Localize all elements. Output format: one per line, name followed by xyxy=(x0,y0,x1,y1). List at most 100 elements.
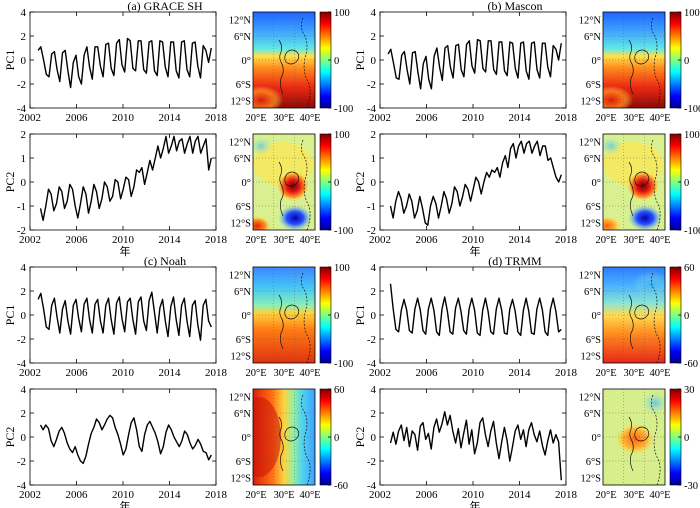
colorbar-tick-label: 0 xyxy=(684,178,689,189)
x-tick-label: 2014 xyxy=(159,367,182,379)
lat-label: 0° xyxy=(592,433,601,444)
x-tick-label: 2006 xyxy=(66,234,89,246)
x-axis-label: 年 xyxy=(470,499,481,508)
lat-label: 6°N xyxy=(234,154,251,165)
colorbar-tick-label: -100 xyxy=(334,226,353,237)
lon-label: 30°E xyxy=(623,368,644,379)
panel-title: (d) TRMM xyxy=(488,254,542,268)
lat-label: 6°N xyxy=(234,287,251,298)
y-tick-label: 4 xyxy=(21,384,27,396)
map-field xyxy=(253,12,315,108)
lat-label: 6°S xyxy=(586,202,601,213)
lat-label: 12°S xyxy=(580,218,601,229)
lake-victoria-outline xyxy=(284,49,300,65)
colorbar-tick-label: -100 xyxy=(334,104,353,115)
x-tick-label: 2018 xyxy=(205,367,228,379)
map-frame xyxy=(602,11,666,109)
coastline-outline xyxy=(651,139,661,230)
x-tick-label: 2010 xyxy=(462,489,485,501)
lake-victoria-outline xyxy=(634,304,650,320)
lake-victoria-outline xyxy=(634,171,650,187)
lon-label: 40°E xyxy=(649,490,670,501)
lat-label: 6°S xyxy=(236,202,251,213)
coastline-outline xyxy=(651,272,661,363)
y-tick-label: -4 xyxy=(17,480,27,492)
coastline-outline xyxy=(301,394,311,485)
map-frame xyxy=(602,133,666,231)
plot-frame xyxy=(379,11,567,109)
coastline-outline xyxy=(301,272,311,363)
y-tick-label: 0 xyxy=(21,177,27,189)
x-tick-label: 2002 xyxy=(19,489,41,501)
lake-victoria-outline xyxy=(634,426,650,442)
pc-series-line xyxy=(389,140,562,226)
y-tick-label: 0 xyxy=(21,310,27,322)
panel-a: (a) GRACE SH -4 -2 0 2 4 2002 2006 2010 2014 2018 P… xyxy=(3,0,353,124)
x-tick-label: 2010 xyxy=(112,112,135,124)
lat-label: 12°N xyxy=(229,393,252,404)
x-tick-label: 2018 xyxy=(205,489,228,501)
y-tick-label: 2 xyxy=(21,286,27,298)
lon-label: 30°E xyxy=(273,490,294,501)
lat-label: 0° xyxy=(242,178,251,189)
y-axis-label: PC2 xyxy=(353,172,367,193)
panel-b2: -2 -1 0 1 2 2002 2006 2010 2014 2018 PC2 年 12°N 6°N 0°… xyxy=(353,129,700,258)
x-tick-label: 2006 xyxy=(416,489,439,501)
lat-label: 6°S xyxy=(586,457,601,468)
y-tick-label: -4 xyxy=(17,103,27,115)
map-frame xyxy=(602,266,666,364)
field-minimum xyxy=(633,271,665,299)
pc-series-line xyxy=(37,291,212,341)
x-tick-label: 2006 xyxy=(66,112,89,124)
lat-label: 0° xyxy=(242,433,251,444)
lat-label: 0° xyxy=(592,311,601,322)
x-tick-label: 2002 xyxy=(369,234,391,246)
map-field xyxy=(253,134,315,230)
y-tick-label: -1 xyxy=(17,201,26,213)
plot-frame xyxy=(29,133,217,231)
x-axis-label: 年 xyxy=(120,499,131,508)
pc-series-line xyxy=(39,414,212,465)
lat-label: 12°N xyxy=(579,138,602,149)
lat-label: 12°N xyxy=(229,16,252,27)
lat-label: 6°N xyxy=(584,154,601,165)
y-tick-label: 2 xyxy=(21,31,27,43)
lat-label: 6°S xyxy=(586,80,601,91)
lat-label: 6°S xyxy=(236,335,251,346)
y-tick-label: 0 xyxy=(371,310,377,322)
colorbar-tick-label: -100 xyxy=(684,104,700,115)
y-tick-label: 4 xyxy=(371,384,377,396)
panel-title: (b) Mascon xyxy=(488,0,543,13)
x-axis-label: 年 xyxy=(120,244,131,258)
colorbar-tick-label: 100 xyxy=(334,263,350,274)
coastline-outline xyxy=(301,17,311,108)
y-tick-label: -2 xyxy=(367,456,376,468)
x-tick-label: 2014 xyxy=(159,489,182,501)
x-axis-label: 年 xyxy=(470,244,481,258)
lat-label: 12°S xyxy=(230,473,251,484)
lat-label: 12°S xyxy=(230,96,251,107)
field-minimum xyxy=(628,205,662,230)
lon-label: 30°E xyxy=(273,113,294,124)
y-tick-label: 2 xyxy=(371,286,377,298)
panel-title: (c) Noah xyxy=(144,254,186,268)
lon-label: 20°E xyxy=(596,490,617,501)
lat-label: 12°N xyxy=(579,16,602,27)
lat-label: 12°S xyxy=(230,218,251,229)
colorbar-tick-label: -100 xyxy=(334,359,353,370)
map-field xyxy=(603,12,665,108)
y-tick-label: 4 xyxy=(21,7,27,19)
colorbar-tick-label: -100 xyxy=(684,226,700,237)
field-maximum xyxy=(253,397,281,477)
field-corner xyxy=(603,216,621,230)
lat-label: 12°S xyxy=(580,96,601,107)
colorbar-tick-label: 30 xyxy=(684,385,695,396)
rift-lakes-outline xyxy=(628,416,634,472)
y-tick-label: -2 xyxy=(17,456,26,468)
x-tick-label: 2018 xyxy=(205,234,228,246)
y-axis-label: PC1 xyxy=(3,305,17,326)
field-corner xyxy=(253,216,271,230)
x-tick-label: 2006 xyxy=(66,489,89,501)
y-tick-label: 0 xyxy=(371,55,377,67)
